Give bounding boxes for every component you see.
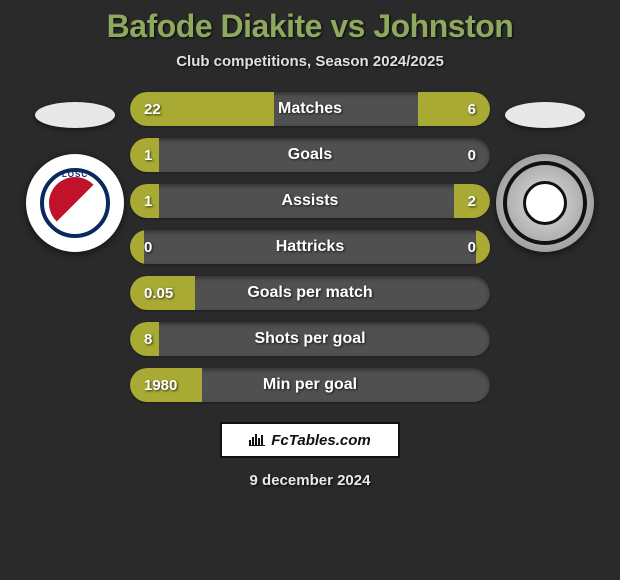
stat-label: Shots per goal <box>130 330 490 348</box>
page-title: Bafode Diakite vs Johnston <box>107 8 514 45</box>
stat-label: Assists <box>130 192 490 210</box>
subtitle: Club competitions, Season 2024/2025 <box>176 53 444 70</box>
stat-row: 1980Min per goal <box>130 368 490 402</box>
stat-row: 0.05Goals per match <box>130 276 490 310</box>
stat-value-right: 6 <box>468 101 476 118</box>
player-photo-right <box>505 102 585 128</box>
club-badge-left-label: LOSC <box>62 170 88 179</box>
right-player-col <box>490 92 600 252</box>
player-photo-left <box>35 102 115 128</box>
stat-value-right: 0 <box>468 147 476 164</box>
stat-label: Min per goal <box>130 376 490 394</box>
stat-row: 22Matches6 <box>130 92 490 126</box>
stats-column: 22Matches61Goals01Assists20Hattricks00.0… <box>130 92 490 402</box>
stat-label: Goals per match <box>130 284 490 302</box>
stat-value-right: 2 <box>468 193 476 210</box>
branding-box[interactable]: FcTables.com <box>220 422 400 458</box>
stat-label: Goals <box>130 146 490 164</box>
stat-label: Hattricks <box>130 238 490 256</box>
chart-icon <box>249 432 265 449</box>
stat-row: 1Assists2 <box>130 184 490 218</box>
club-badge-right <box>496 154 594 252</box>
main-area: LOSC 22Matches61Goals01Assists20Hattrick… <box>0 92 620 402</box>
date-text: 9 december 2024 <box>250 472 371 489</box>
branding-text: FcTables.com <box>271 432 370 449</box>
stat-row: 8Shots per goal <box>130 322 490 356</box>
stat-row: 1Goals0 <box>130 138 490 172</box>
stat-value-right: 0 <box>468 239 476 256</box>
club-badge-left: LOSC <box>26 154 124 252</box>
stat-row: 0Hattricks0 <box>130 230 490 264</box>
stat-label: Matches <box>130 100 490 118</box>
left-player-col: LOSC <box>20 92 130 252</box>
